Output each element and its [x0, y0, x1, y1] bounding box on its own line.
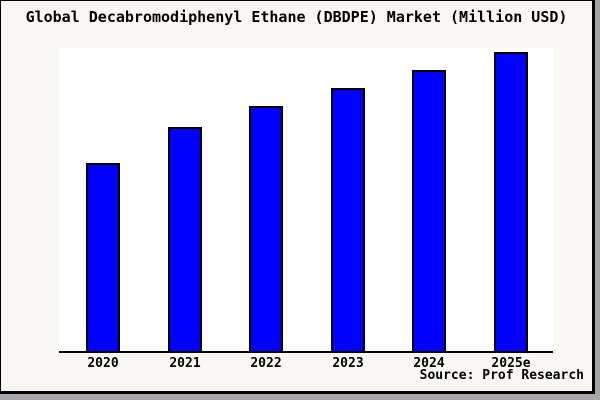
bar-2023 [331, 88, 365, 351]
x-tick-label-2024: 2024 [413, 356, 445, 371]
x-tick-label-2021: 2021 [169, 356, 201, 371]
bar-2024 [412, 70, 446, 351]
plot-area [59, 48, 553, 353]
x-tick-label-2022: 2022 [250, 356, 282, 371]
source-credit: Source: Prof Research [419, 368, 584, 383]
bar-2025e [494, 52, 528, 351]
bar-2022 [249, 106, 283, 351]
x-tick-label-2023: 2023 [332, 356, 364, 371]
bar-2020 [86, 163, 120, 351]
x-tick-label-2025e: 2025e [491, 356, 531, 371]
x-axis-labels: 2020 2021 2022 2023 2024 2025e [59, 356, 553, 372]
chart-panel: Global Decabromodiphenyl Ethane (DBDPE) … [0, 0, 595, 394]
bar-2021 [168, 127, 202, 351]
chart-title: Global Decabromodiphenyl Ethane (DBDPE) … [25, 8, 568, 26]
x-tick-label-2020: 2020 [87, 356, 119, 371]
